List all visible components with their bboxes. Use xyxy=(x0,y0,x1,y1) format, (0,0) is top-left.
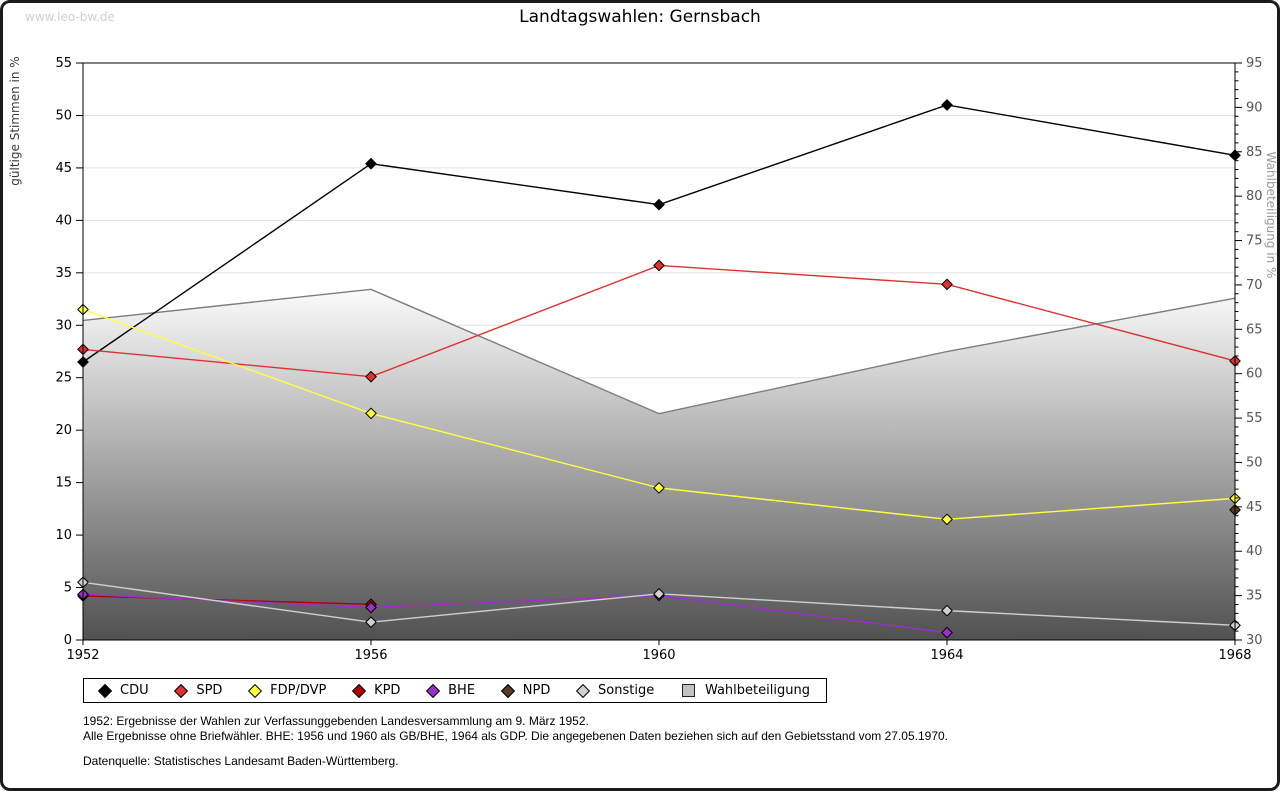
marker-fdp-dvp xyxy=(653,481,665,494)
right-axis-tick-label: 85 xyxy=(1246,145,1263,160)
marker-spd xyxy=(941,278,953,291)
marker-fdp-dvp xyxy=(365,407,377,420)
wahlbeteiligung-line xyxy=(82,288,1236,415)
left-axis-tick-label: 15 xyxy=(55,476,72,491)
legend: CDU SPD FDP/DVP KPD BHE NPD Sonstige Wahlbeteil… xyxy=(83,678,827,703)
left-axis-tick-label: 50 xyxy=(55,108,72,123)
note-line-1: 1952: Ergebnisse der Wahlen zur Verfassu… xyxy=(83,714,589,728)
wahlbeteiligung-area xyxy=(83,289,1235,640)
legend-item-kpd: KPD xyxy=(351,683,401,698)
legend-diamond-icon xyxy=(500,683,515,698)
footnotes: 1952: Ergebnisse der Wahlen zur Verfassu… xyxy=(83,714,948,769)
left-axis-tick-label: 20 xyxy=(55,423,72,438)
x-axis-tick-label: 1964 xyxy=(930,648,963,663)
legend-label: NPD xyxy=(522,683,551,698)
legend-label: Sonstige xyxy=(598,683,655,698)
marker-cdu xyxy=(941,99,953,111)
left-axis-title: gültige Stimmen in % xyxy=(8,56,22,185)
series-line-kpd xyxy=(82,595,372,606)
legend-diamond-icon xyxy=(426,683,441,698)
x-axis-tick-label: 1956 xyxy=(354,648,387,663)
marker-spd xyxy=(653,259,665,272)
legend-diamond-icon xyxy=(97,683,113,698)
right-axis-tick-label: 30 xyxy=(1246,633,1263,648)
right-axis-tick-label: 65 xyxy=(1246,322,1263,337)
legend-label: BHE xyxy=(448,683,476,698)
x-axis-tick-label: 1952 xyxy=(66,648,99,663)
left-axis-tick-label: 10 xyxy=(55,528,72,543)
right-axis-tick-label: 75 xyxy=(1246,234,1263,249)
note-line-2: Alle Ergebnisse ohne Briefwähler. BHE: 1… xyxy=(83,729,949,743)
legend-label: Wahlbeteiligung xyxy=(704,683,810,698)
marker-spd xyxy=(365,370,377,383)
left-axis-tick-label: 45 xyxy=(55,161,72,176)
legend-item-fdp-dvp: FDP/DVP xyxy=(248,683,327,698)
legend-diamond-icon xyxy=(174,683,189,698)
legend-label: SPD xyxy=(196,683,223,698)
legend-item-npd: NPD xyxy=(500,683,551,698)
left-axis-tick-label: 35 xyxy=(55,266,72,281)
watermark: www.leo-bw.de xyxy=(25,10,115,24)
right-axis-tick-label: 60 xyxy=(1246,367,1263,382)
marker-bhe xyxy=(365,601,377,614)
x-axis-tick-label: 1960 xyxy=(642,648,675,663)
right-axis-tick-label: 70 xyxy=(1246,278,1263,293)
right-axis-tick-label: 40 xyxy=(1246,544,1263,559)
legend-item-spd: SPD xyxy=(174,683,223,698)
marker-bhe xyxy=(941,626,953,639)
legend-diamond-icon xyxy=(351,683,367,698)
legend-square-icon xyxy=(681,684,695,697)
left-axis-tick-label: 0 xyxy=(64,633,72,648)
right-axis-tick-label: 35 xyxy=(1246,589,1263,604)
marker-sonstige xyxy=(941,604,953,617)
series-line-bhe xyxy=(82,593,948,634)
marker-sonstige xyxy=(653,587,665,600)
chart-title: Landtagswahlen: Gernsbach xyxy=(519,7,761,27)
right-axis-title: Wahlbeteiligung in % xyxy=(1264,152,1278,279)
legend-item-sonstige: Sonstige xyxy=(575,683,655,698)
marker-fdp-dvp xyxy=(941,513,953,526)
left-axis-tick-label: 25 xyxy=(55,371,72,386)
x-axis-tick-label: 1968 xyxy=(1218,648,1251,663)
legend-item-wahlbeteiligung: Wahlbeteiligung xyxy=(681,683,810,698)
right-axis-tick-label: 95 xyxy=(1246,56,1263,71)
right-axis-tick-label: 55 xyxy=(1246,411,1263,426)
legend-diamond-icon xyxy=(248,683,263,698)
right-axis-tick-label: 50 xyxy=(1246,455,1263,470)
legend-label: CDU xyxy=(120,683,149,698)
marker-cdu xyxy=(365,157,377,170)
left-axis-tick-label: 55 xyxy=(55,56,72,71)
right-axis-tick-label: 90 xyxy=(1246,100,1263,115)
legend-label: KPD xyxy=(374,683,401,698)
plot-area: 0 5 10 15 20 25 30 35 40 45 50 55 30 35 40 45 50 55 60 65 70… xyxy=(8,56,1278,663)
marker-cdu xyxy=(653,198,665,211)
right-axis-tick-label: 80 xyxy=(1246,189,1263,204)
left-axis-tick-label: 5 xyxy=(64,581,72,596)
legend-label: FDP/DVP xyxy=(270,683,327,698)
legend-item-bhe: BHE xyxy=(426,683,476,698)
right-axis-tick-label: 45 xyxy=(1246,500,1263,515)
legend-item-cdu: CDU xyxy=(97,683,149,698)
left-axis-tick-label: 30 xyxy=(55,318,72,333)
marker-sonstige xyxy=(365,616,377,629)
legend-diamond-icon xyxy=(575,683,591,698)
left-axis-tick-label: 40 xyxy=(55,213,72,228)
note-source: Datenquelle: Statistisches Landesamt Bad… xyxy=(83,754,399,768)
